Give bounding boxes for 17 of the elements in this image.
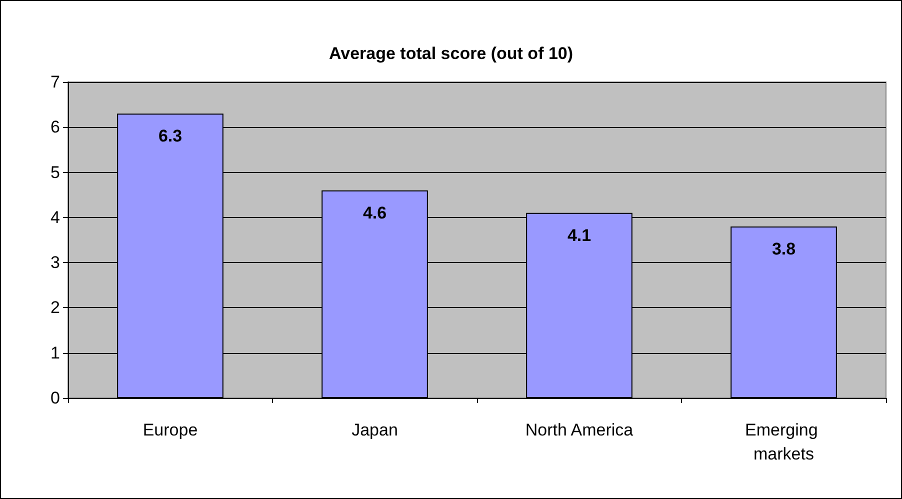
data-label: 4.1 (567, 226, 592, 245)
data-label: 6.3 (158, 126, 182, 146)
chart-title: Average total score (out of 10) (328, 44, 574, 63)
y-tick-label: 4 (50, 208, 60, 227)
y-tick-label: 0 (50, 388, 60, 408)
data-label: 4.6 (362, 203, 387, 222)
x-tick-label: Europe (142, 420, 198, 440)
x-tick-label: North America (525, 420, 634, 440)
y-tick-label: 3 (50, 253, 60, 272)
y-tick-label: 1 (50, 343, 60, 362)
x-tick-label: Emerging markets (745, 420, 822, 464)
y-tick-label: 5 (50, 162, 60, 182)
x-tick-label: Japan (352, 420, 398, 440)
data-label: 3.8 (772, 239, 796, 258)
y-tick-label: 6 (50, 118, 60, 137)
y-tick-label: 7 (50, 72, 60, 92)
y-tick-label: 2 (50, 298, 60, 318)
